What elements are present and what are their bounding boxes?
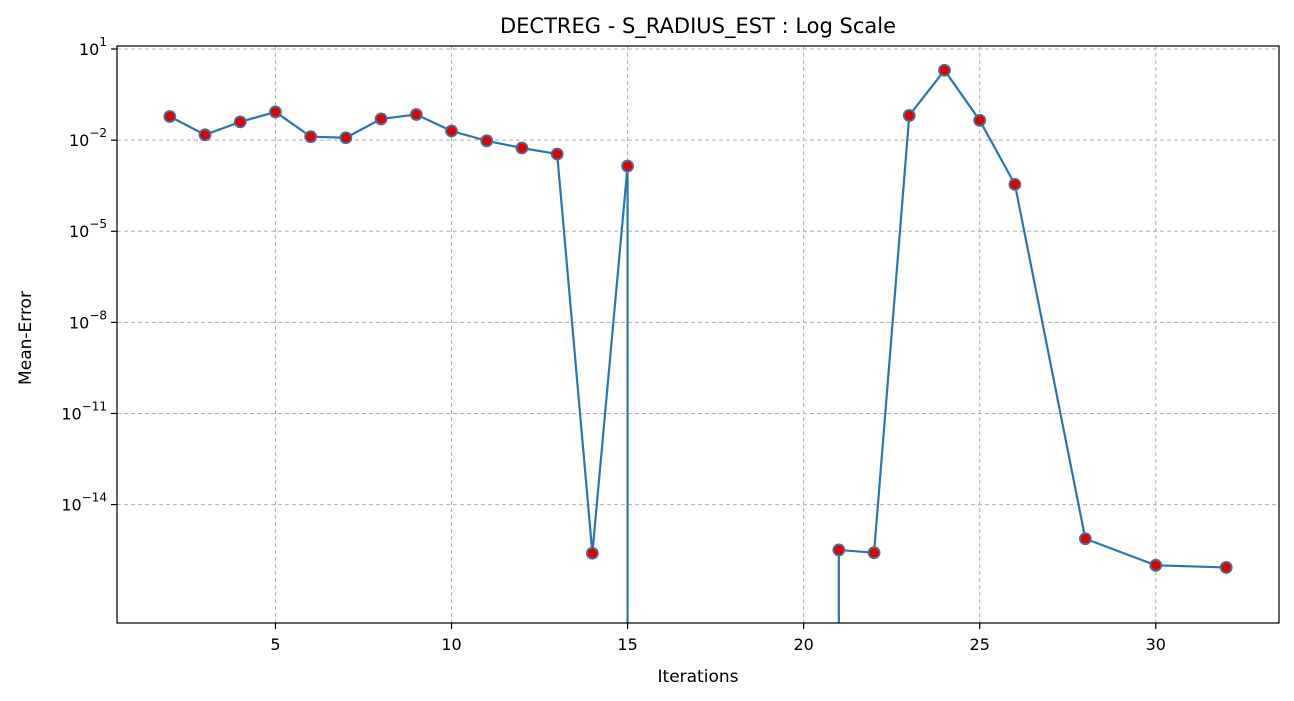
y-tick-label: 101	[79, 35, 107, 59]
series-segment	[169, 115, 206, 136]
x-tick-label: 20	[793, 635, 813, 654]
series-segment	[345, 117, 382, 139]
y-tick-label: 10−14	[61, 491, 107, 515]
data-point	[445, 124, 458, 138]
data-point	[867, 546, 881, 560]
y-tick-exponent: −2	[89, 126, 107, 140]
data-point	[1078, 532, 1092, 546]
data-point	[339, 131, 353, 145]
x-tick-label: 15	[617, 635, 637, 654]
y-tick-label: 10−11	[61, 399, 107, 423]
y-tick-label: 10−8	[69, 308, 107, 332]
y-tick-base: 10	[61, 496, 81, 515]
y-tick-base: 10	[69, 222, 89, 241]
data-point	[550, 147, 564, 161]
y-tick-base: 10	[69, 131, 89, 150]
plot-frame	[116, 45, 1280, 624]
data-point	[973, 113, 987, 127]
series-segment	[872, 115, 911, 553]
y-tick-exponent: −8	[89, 308, 107, 322]
data-point	[409, 108, 423, 121]
y-tick-base: 10	[61, 404, 81, 423]
data-point	[938, 63, 951, 77]
series-line	[169, 69, 1227, 623]
y-tick-exponent: −11	[82, 399, 107, 413]
data-point	[515, 141, 529, 155]
y-tick-label: 10−5	[69, 217, 107, 241]
data-point	[269, 105, 282, 119]
data-point	[621, 159, 634, 173]
series-segment	[908, 69, 946, 117]
series-segment	[1013, 184, 1087, 539]
x-tick-label: 30	[1146, 635, 1166, 654]
series-segment	[415, 113, 452, 132]
y-tick-exponent: −14	[82, 491, 107, 505]
data-point	[832, 543, 846, 557]
series-segment	[274, 111, 312, 138]
x-tick-label: 5	[270, 635, 280, 654]
y-tick-base: 10	[79, 40, 99, 59]
chart-title: DECTREG - S_RADIUS_EST : Log Scale	[500, 14, 896, 39]
data-point	[233, 115, 247, 129]
x-tick-label: 25	[970, 635, 990, 654]
data-point	[1149, 558, 1163, 572]
y-tick-base: 10	[69, 313, 89, 332]
data-point	[480, 134, 494, 148]
data-point	[585, 546, 599, 560]
x-tick-label: 10	[441, 635, 461, 654]
x-axis-label: Iterations	[658, 667, 739, 687]
data-point	[163, 110, 177, 123]
data-point	[374, 112, 388, 126]
series-segment	[1084, 537, 1157, 567]
series-segment	[591, 165, 629, 554]
series-markers	[163, 63, 1233, 574]
grid	[117, 46, 1279, 623]
y-tick-exponent: −5	[89, 217, 107, 231]
y-tick-exponent: 1	[99, 35, 107, 49]
series-segment	[978, 119, 1016, 185]
series-segment	[556, 153, 594, 554]
data-point	[198, 128, 212, 142]
data-point	[1219, 561, 1233, 574]
data-point	[1008, 177, 1022, 191]
data-point	[304, 130, 318, 144]
y-tick-label: 10−2	[69, 126, 107, 150]
y-axis-label: Mean-Error	[16, 291, 36, 385]
x-axis: 5 10 15 20 25 30	[270, 623, 1166, 654]
data-point	[902, 109, 916, 122]
series-segment	[1155, 564, 1227, 569]
series-segment	[943, 69, 981, 121]
